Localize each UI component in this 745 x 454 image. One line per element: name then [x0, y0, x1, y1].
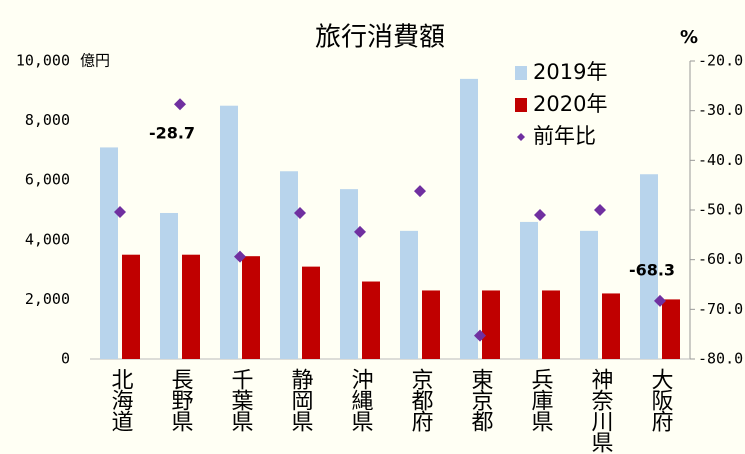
bar	[482, 290, 500, 359]
x-tick-label: 長野県	[168, 368, 194, 432]
marker	[174, 98, 186, 111]
y2-unit: %	[680, 27, 698, 48]
legend-label: 前年比	[533, 124, 596, 148]
bar	[220, 105, 238, 359]
bar	[280, 171, 298, 359]
y2-tick-label: -40.0	[698, 151, 743, 169]
bar	[520, 221, 538, 359]
bar	[542, 290, 560, 359]
legend-label: 2020年	[533, 92, 607, 116]
y-unit: 億円	[80, 52, 110, 70]
chart-title: 旅行消費額	[315, 23, 445, 53]
marker	[654, 294, 666, 307]
bar	[122, 254, 140, 359]
bar	[580, 230, 598, 359]
x-tick-label: 静岡県	[288, 368, 314, 432]
marker	[534, 208, 546, 221]
bar	[422, 290, 440, 359]
y-tick-label: 10,000	[16, 52, 70, 70]
bar	[340, 189, 358, 359]
data-label: -28.7	[149, 124, 195, 143]
y-tick-label: 6,000	[25, 171, 70, 189]
y2-tick-label: -30.0	[698, 101, 743, 119]
bar	[640, 174, 658, 359]
marker	[234, 250, 246, 263]
bar	[160, 212, 178, 359]
bar	[362, 281, 380, 359]
bar	[242, 256, 260, 359]
y2-tick-label: -60.0	[698, 250, 743, 268]
legend-swatch	[515, 66, 527, 80]
marker	[594, 204, 606, 216]
x-tick-label: 東京都	[468, 368, 494, 432]
legend-label: 2019年	[533, 60, 607, 84]
bar	[302, 266, 320, 359]
x-tick-label: 兵庫県	[528, 368, 554, 432]
y-tick-label: 8,000	[25, 111, 70, 129]
bar	[100, 147, 118, 359]
bar	[182, 254, 200, 359]
y2-tick-label: -50.0	[698, 201, 743, 219]
x-tick-label: 京都府	[408, 368, 434, 432]
y-tick-label: 2,000	[25, 290, 70, 308]
y-tick-label: 0	[61, 350, 70, 368]
x-tick-label: 沖縄県	[348, 368, 374, 432]
data-label: -68.3	[629, 260, 675, 279]
legend-swatch	[517, 133, 525, 141]
marker	[114, 205, 126, 218]
marker	[414, 185, 426, 198]
bar	[400, 230, 418, 359]
marker	[354, 225, 366, 238]
legend-swatch	[515, 98, 527, 112]
x-tick-label: 大阪府	[648, 368, 674, 432]
marker	[294, 206, 306, 219]
bar	[662, 299, 680, 359]
y-tick-label: 4,000	[25, 230, 70, 248]
y2-tick-label: -70.0	[698, 300, 743, 318]
x-tick-label: 神奈川県	[588, 368, 614, 453]
y2-tick-label: -80.0	[698, 350, 743, 368]
marker	[474, 329, 486, 342]
x-tick-label: 北海道	[108, 368, 134, 432]
y2-tick-label: -20.0	[698, 52, 743, 70]
x-tick-label: 千葉県	[228, 368, 254, 432]
bar	[460, 78, 478, 359]
bar	[602, 293, 620, 359]
